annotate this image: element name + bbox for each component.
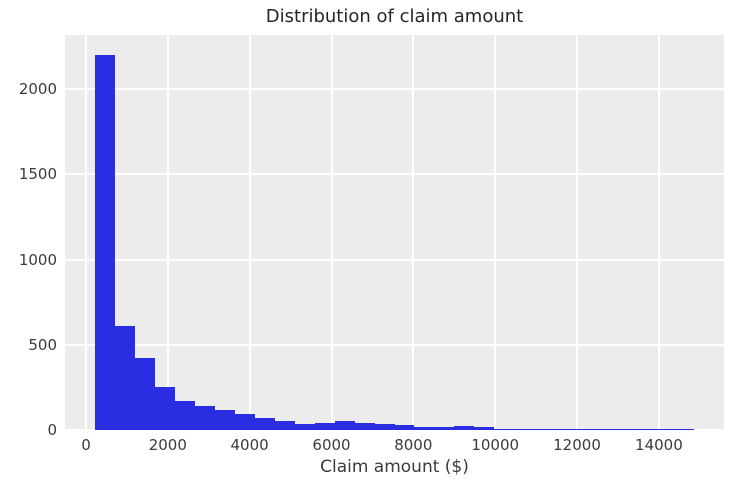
histogram-bar	[355, 422, 375, 430]
histogram-bar	[135, 357, 155, 430]
x-gridline	[657, 35, 660, 430]
histogram-bar	[514, 429, 534, 430]
histogram-bar	[335, 420, 355, 430]
x-tick-label: 10000	[471, 436, 520, 454]
histogram-bar	[574, 429, 594, 430]
histogram-bar	[195, 406, 215, 430]
y-gridline	[65, 88, 724, 91]
x-gridline	[248, 35, 251, 430]
histogram-bar	[554, 429, 574, 430]
histogram-bar	[494, 428, 514, 430]
histogram-bar	[95, 55, 115, 430]
histogram-bar	[315, 422, 335, 430]
x-tick-label: 8000	[394, 436, 433, 454]
y-tick-label: 1500	[18, 165, 57, 184]
histogram-bar	[395, 425, 414, 430]
histogram-bar	[674, 429, 694, 430]
y-tick-label: 2000	[18, 80, 57, 99]
histogram-bar	[454, 425, 474, 430]
histogram-bar	[295, 423, 315, 430]
histogram-bar	[375, 424, 395, 430]
histogram-bar	[235, 414, 255, 430]
y-tick-label: 1000	[18, 250, 57, 269]
x-tick-label: 12000	[553, 436, 601, 454]
x-gridline	[85, 35, 87, 430]
x-gridline	[494, 35, 497, 430]
x-gridline	[576, 35, 578, 430]
y-gridline	[65, 343, 724, 346]
histogram-bar	[614, 429, 634, 430]
histogram-bar	[414, 426, 434, 430]
histogram-bar	[634, 429, 654, 430]
histogram-bar	[155, 386, 175, 430]
x-tick-label: 2000	[148, 436, 187, 454]
plot-area	[65, 35, 724, 430]
histogram-bar	[594, 429, 614, 430]
histogram-bar	[654, 429, 674, 430]
x-gridline	[166, 35, 169, 430]
x-axis-label: Claim amount ($)	[320, 457, 469, 477]
x-tick-label: 0	[81, 436, 91, 454]
x-gridline	[330, 35, 333, 430]
histogram-bar	[175, 401, 195, 430]
x-tick-label: 6000	[312, 436, 351, 454]
histogram-bar	[474, 426, 494, 430]
y-tick-label: 0	[47, 421, 57, 439]
chart-title: Distribution of claim amount	[265, 6, 524, 27]
y-gridline	[65, 173, 724, 176]
x-tick-label: 4000	[230, 436, 269, 454]
histogram-bar	[275, 421, 295, 430]
histogram-bar	[115, 326, 135, 430]
x-tick-label: 14000	[635, 436, 683, 454]
x-gridline	[412, 35, 415, 430]
histogram-bar	[215, 410, 235, 430]
y-gridline	[65, 258, 724, 261]
y-tick-label: 500	[28, 335, 57, 354]
histogram-bar	[534, 429, 554, 430]
histogram-bar	[434, 426, 454, 430]
histogram-bar	[255, 418, 275, 430]
